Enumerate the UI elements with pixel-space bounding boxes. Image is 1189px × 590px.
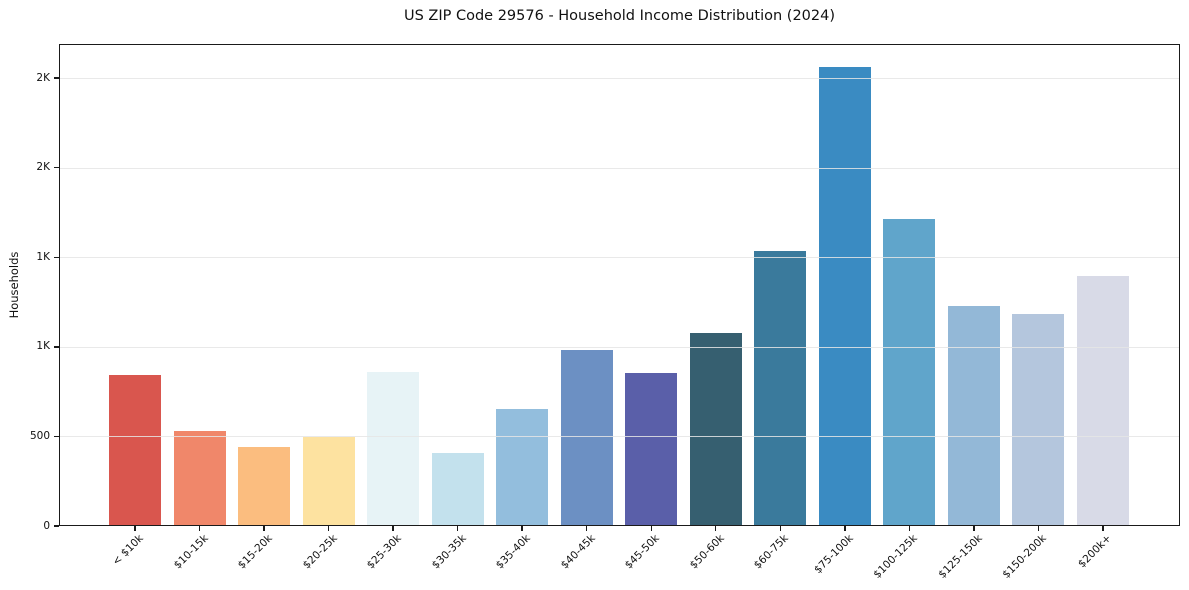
x-tick-label: $15-20k <box>235 532 275 572</box>
x-tick-label: $75-100k <box>811 532 856 577</box>
y-tick <box>54 435 59 438</box>
x-tick <box>198 526 201 531</box>
x-tick-label: < $10k <box>110 532 146 568</box>
y-tick <box>54 525 59 527</box>
y-tick <box>54 77 59 79</box>
x-tick <box>973 526 975 531</box>
bar <box>173 431 226 526</box>
y-tick-label: 500 <box>29 429 50 442</box>
x-tick-label: $40-45k <box>558 532 598 572</box>
x-tick-label: $125-150k <box>936 532 985 581</box>
x-tick <box>134 526 136 531</box>
x-tick <box>521 526 523 531</box>
bar <box>883 219 936 526</box>
y-tick <box>54 166 59 169</box>
x-tick-label: $150-200k <box>1000 532 1050 581</box>
x-tick-label: $25-30k <box>364 532 404 572</box>
x-tick <box>908 526 911 531</box>
bar <box>367 372 420 526</box>
gridline <box>59 436 1180 438</box>
bar <box>754 251 807 526</box>
x-tick-label: $45-50k <box>622 532 663 572</box>
bar <box>947 305 1000 526</box>
bar <box>689 332 742 526</box>
bar <box>625 372 678 526</box>
x-tick-label: $200k+ <box>1075 532 1114 571</box>
x-tick <box>715 526 717 531</box>
bar <box>1076 276 1129 526</box>
x-tick <box>327 526 330 531</box>
bar <box>560 350 613 526</box>
x-tick <box>844 526 846 531</box>
y-tick <box>54 256 59 258</box>
x-tick <box>1102 526 1104 531</box>
bar <box>109 374 161 526</box>
bar <box>496 409 549 526</box>
gridline <box>59 346 1180 348</box>
bar <box>1012 314 1065 526</box>
x-tick <box>779 526 781 531</box>
bar <box>238 447 291 526</box>
bar <box>431 452 484 526</box>
x-tick-label: $10-15k <box>171 532 211 572</box>
bar <box>818 67 871 526</box>
gridline <box>59 78 1180 80</box>
gridline <box>59 257 1180 259</box>
y-tick <box>54 346 59 348</box>
x-tick-label: $50-60k <box>687 532 727 572</box>
y-tick-label: 1K <box>36 250 50 263</box>
x-tick-label: $60-75k <box>751 532 792 572</box>
bar <box>302 437 355 526</box>
chart-title: US ZIP Code 29576 - Household Income Dis… <box>403 8 836 24</box>
x-tick <box>1037 526 1040 531</box>
y-tick-label: 2K <box>36 161 50 174</box>
x-tick-label: $20-25k <box>300 532 340 572</box>
x-tick <box>456 526 459 531</box>
x-tick-label: $30-35k <box>429 532 469 572</box>
x-tick <box>650 526 652 531</box>
x-tick-label: $35-40k <box>493 532 533 572</box>
x-tick <box>392 526 394 531</box>
x-tick <box>263 526 265 531</box>
x-tick <box>586 526 588 531</box>
y-tick-label: 0 <box>43 519 50 532</box>
x-tick-label: $100-125k <box>871 532 921 581</box>
y-tick-label: 2K <box>36 71 50 84</box>
gridline <box>59 167 1180 169</box>
y-tick-label: 1K <box>36 340 50 353</box>
